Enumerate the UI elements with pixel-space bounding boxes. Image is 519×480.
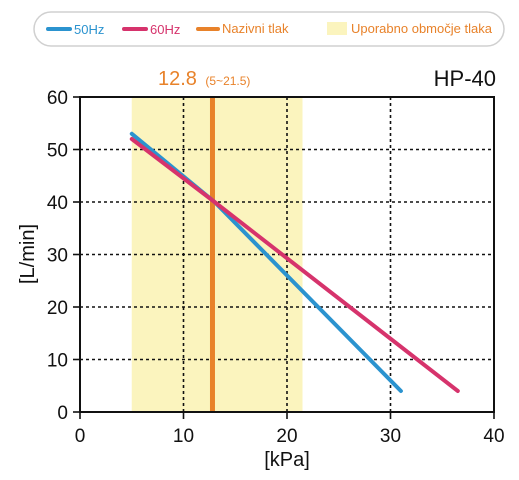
grid [80,97,494,412]
y-tick-label: 40 [47,193,68,214]
x-tick-label: 40 [483,426,504,447]
x-tick-label: 20 [276,426,297,447]
y-tick-label: 30 [47,246,68,267]
y-tick-label: 20 [47,298,68,319]
legend-box [33,11,505,47]
rated-pressure-value: 12.8 [158,68,197,90]
model-name: HP-40 [434,66,496,91]
y-tick-label: 0 [57,403,68,424]
rated-pressure-range: (5~21.5) [205,74,250,88]
rated-pressure-label: 12.8 (5~21.5) [158,68,250,90]
usable-range-band [131,97,303,412]
x-tick-label: 10 [173,426,194,447]
x-tick-label: 30 [380,426,401,447]
plot-border [79,96,495,413]
legend-label-60hz: 60Hz [150,22,180,37]
legend-label-rated: Nazivni tlak [222,21,289,36]
tick-labels: 0 10 20 30 40 0 10 20 30 40 50 60 [47,88,505,447]
y-axis-label: [L/min] [17,224,39,284]
x-axis-label: [kPa] [264,449,310,471]
y-tick-label: 50 [47,141,68,162]
legend-label-range: Uporabno območje tlaka [351,21,493,36]
y-tick-label: 60 [47,88,68,109]
legend-label-50hz: 50Hz [74,22,104,37]
legend: 50Hz 60Hz Nazivni tlak Uporabno območje … [33,11,505,47]
legend-swatch-range [327,22,347,35]
y-tick-label: 10 [47,351,68,372]
x-tick-label: 0 [75,426,86,447]
series-60hz-line [129,137,460,393]
